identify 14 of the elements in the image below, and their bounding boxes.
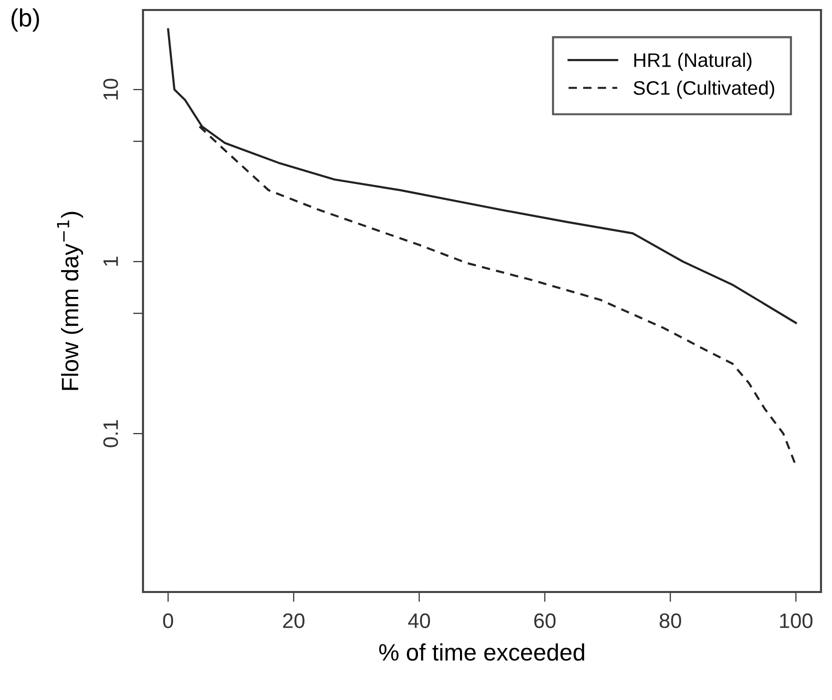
y-tick-label: 10 bbox=[103, 78, 118, 100]
x-tick-label: 80 bbox=[660, 613, 682, 628]
x-tick-label: 40 bbox=[408, 613, 430, 628]
y-tick-label: 1 bbox=[104, 256, 118, 266]
y-tick-label: 0.1 bbox=[103, 420, 118, 448]
x-tick-label: 100 bbox=[780, 613, 812, 628]
text: (b) bbox=[12, 8, 39, 32]
x-axis-title: % of time exceeded bbox=[379, 643, 584, 661]
x-tick-label: 60 bbox=[534, 613, 556, 628]
x-tick-label: 20 bbox=[283, 613, 304, 628]
y-axis-title: Flow (mm day$^{−1}$) bbox=[57, 212, 84, 390]
x-tick-label: 0 bbox=[163, 613, 174, 628]
legend-label: SC1 (Cultivated) bbox=[634, 80, 774, 99]
legend-label: HR1 (Natural) bbox=[634, 52, 752, 71]
